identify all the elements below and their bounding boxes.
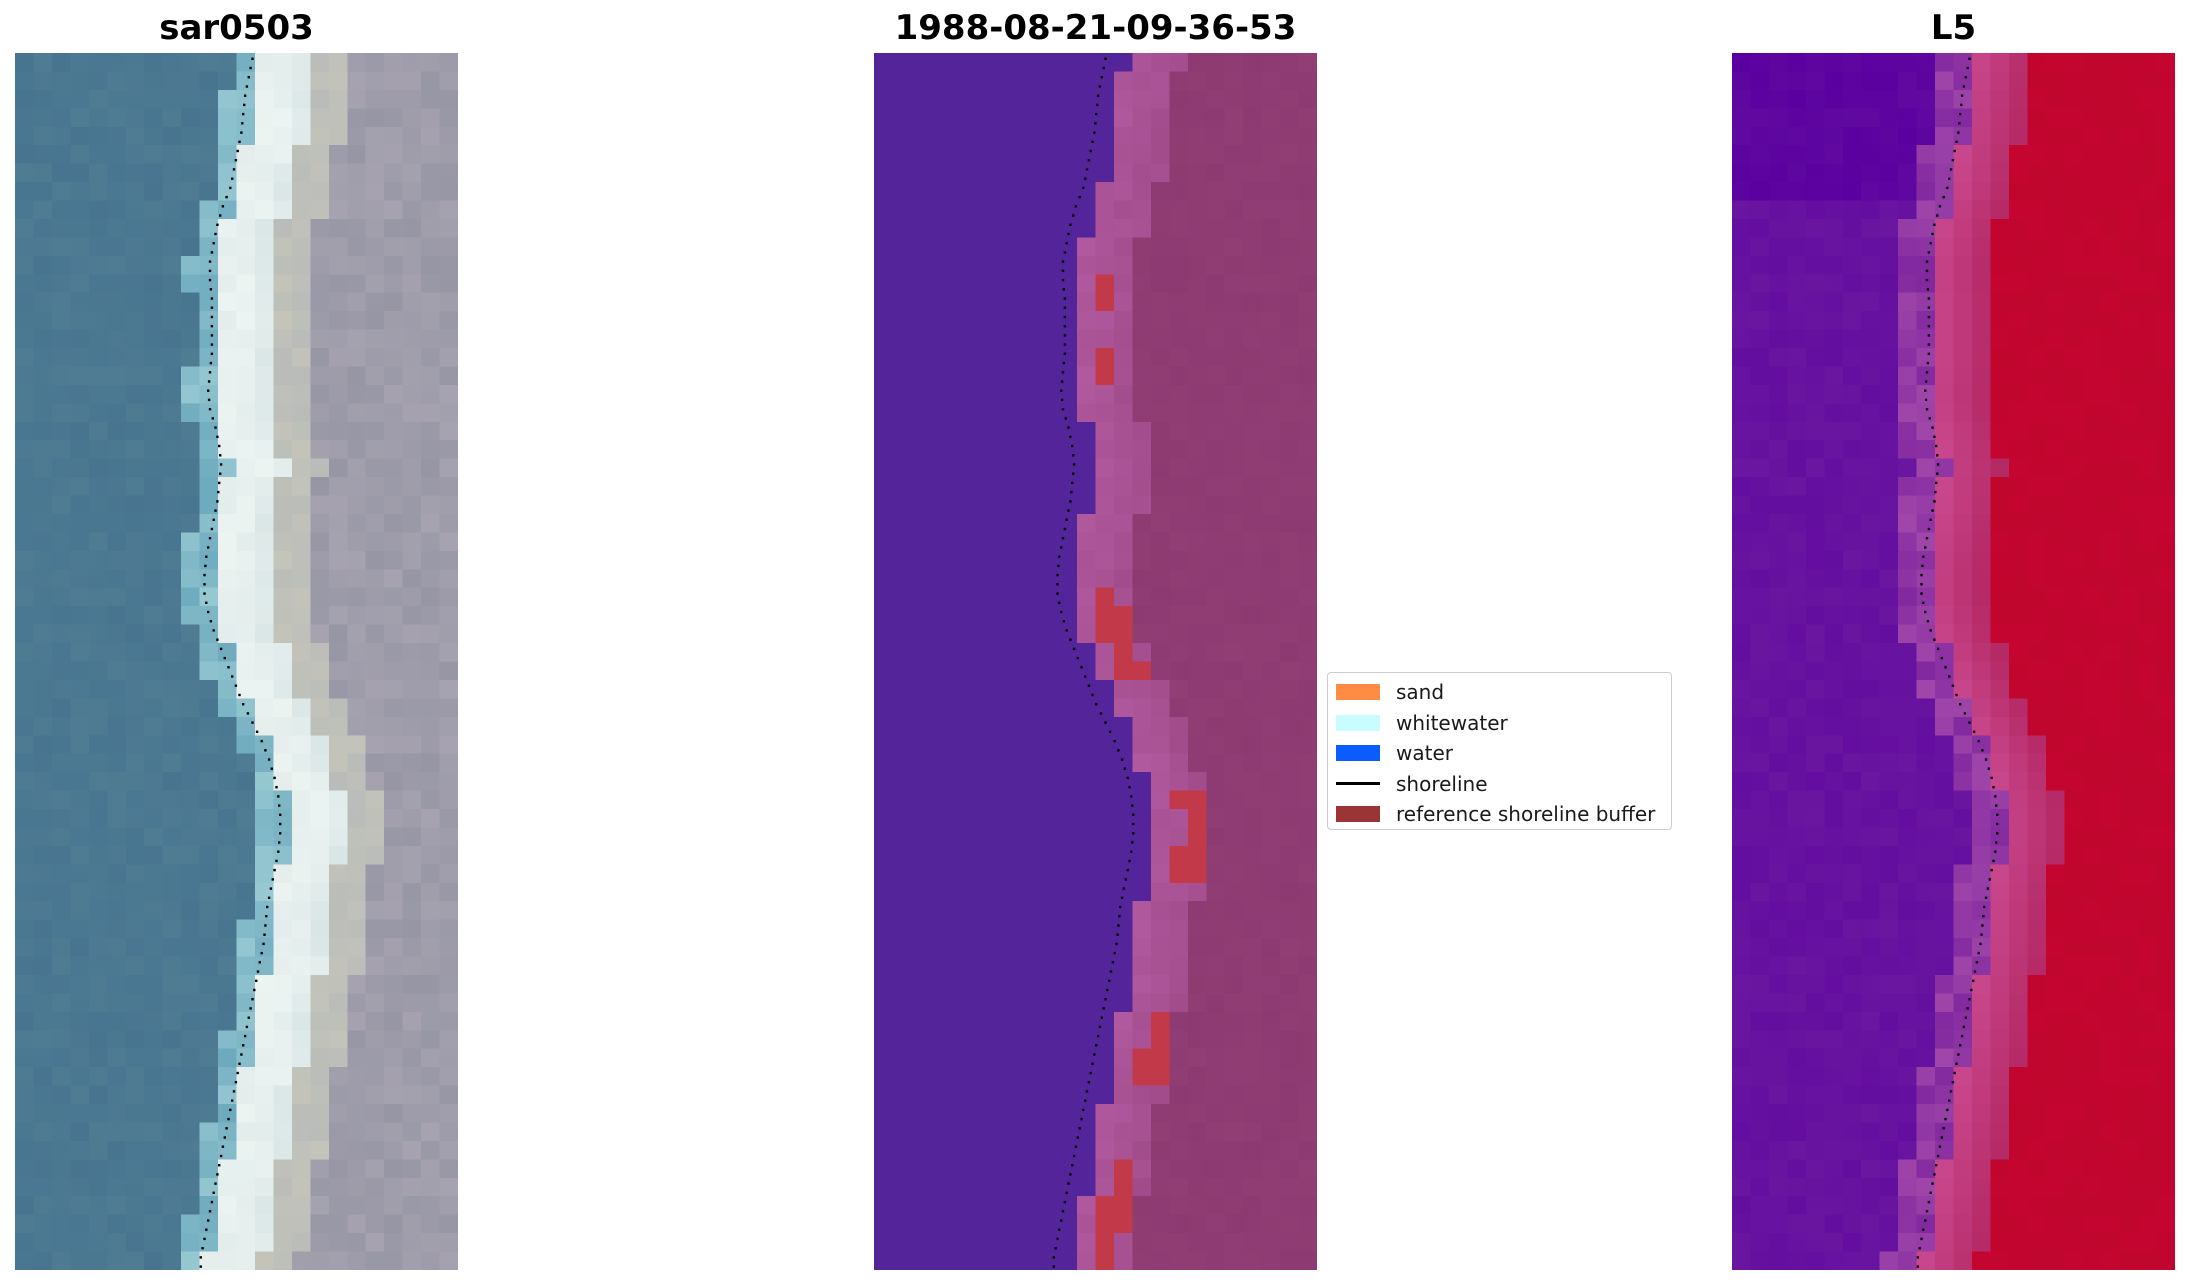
classification-image xyxy=(874,53,1317,1270)
reference-buffer-swatch xyxy=(1336,806,1380,823)
legend-item-sand: sand xyxy=(1336,677,1661,708)
legend-label-water: water xyxy=(1396,741,1453,766)
whitewater-swatch xyxy=(1336,714,1380,731)
mndwi-image-panel xyxy=(1732,53,2175,1270)
water-swatch xyxy=(1336,745,1380,762)
legend-label-shoreline: shoreline xyxy=(1396,771,1488,796)
legend-item-water: water xyxy=(1336,738,1661,769)
legend: sand whitewater water shoreline referenc… xyxy=(1327,672,1672,830)
panel-title-rgb: sar0503 xyxy=(159,8,314,48)
sand-swatch xyxy=(1336,684,1380,701)
legend-label-sand: sand xyxy=(1396,680,1445,705)
legend-label-reference-buffer: reference shoreline buffer xyxy=(1396,802,1656,827)
panel-title-classification: 1988-08-21-09-36-53 xyxy=(894,8,1297,48)
rgb-image-panel xyxy=(15,53,458,1270)
mndwi-image xyxy=(1732,53,2175,1270)
legend-label-whitewater: whitewater xyxy=(1396,710,1508,735)
legend-item-reference-buffer: reference shoreline buffer xyxy=(1336,799,1661,830)
legend-item-shoreline: shoreline xyxy=(1336,769,1661,800)
panel-title-mndwi: L5 xyxy=(1930,8,1977,48)
shoreline-line-sample xyxy=(1336,782,1380,786)
rgb-satellite-image xyxy=(15,53,458,1270)
classification-image-panel xyxy=(874,53,1317,1270)
legend-item-whitewater: whitewater xyxy=(1336,708,1661,739)
